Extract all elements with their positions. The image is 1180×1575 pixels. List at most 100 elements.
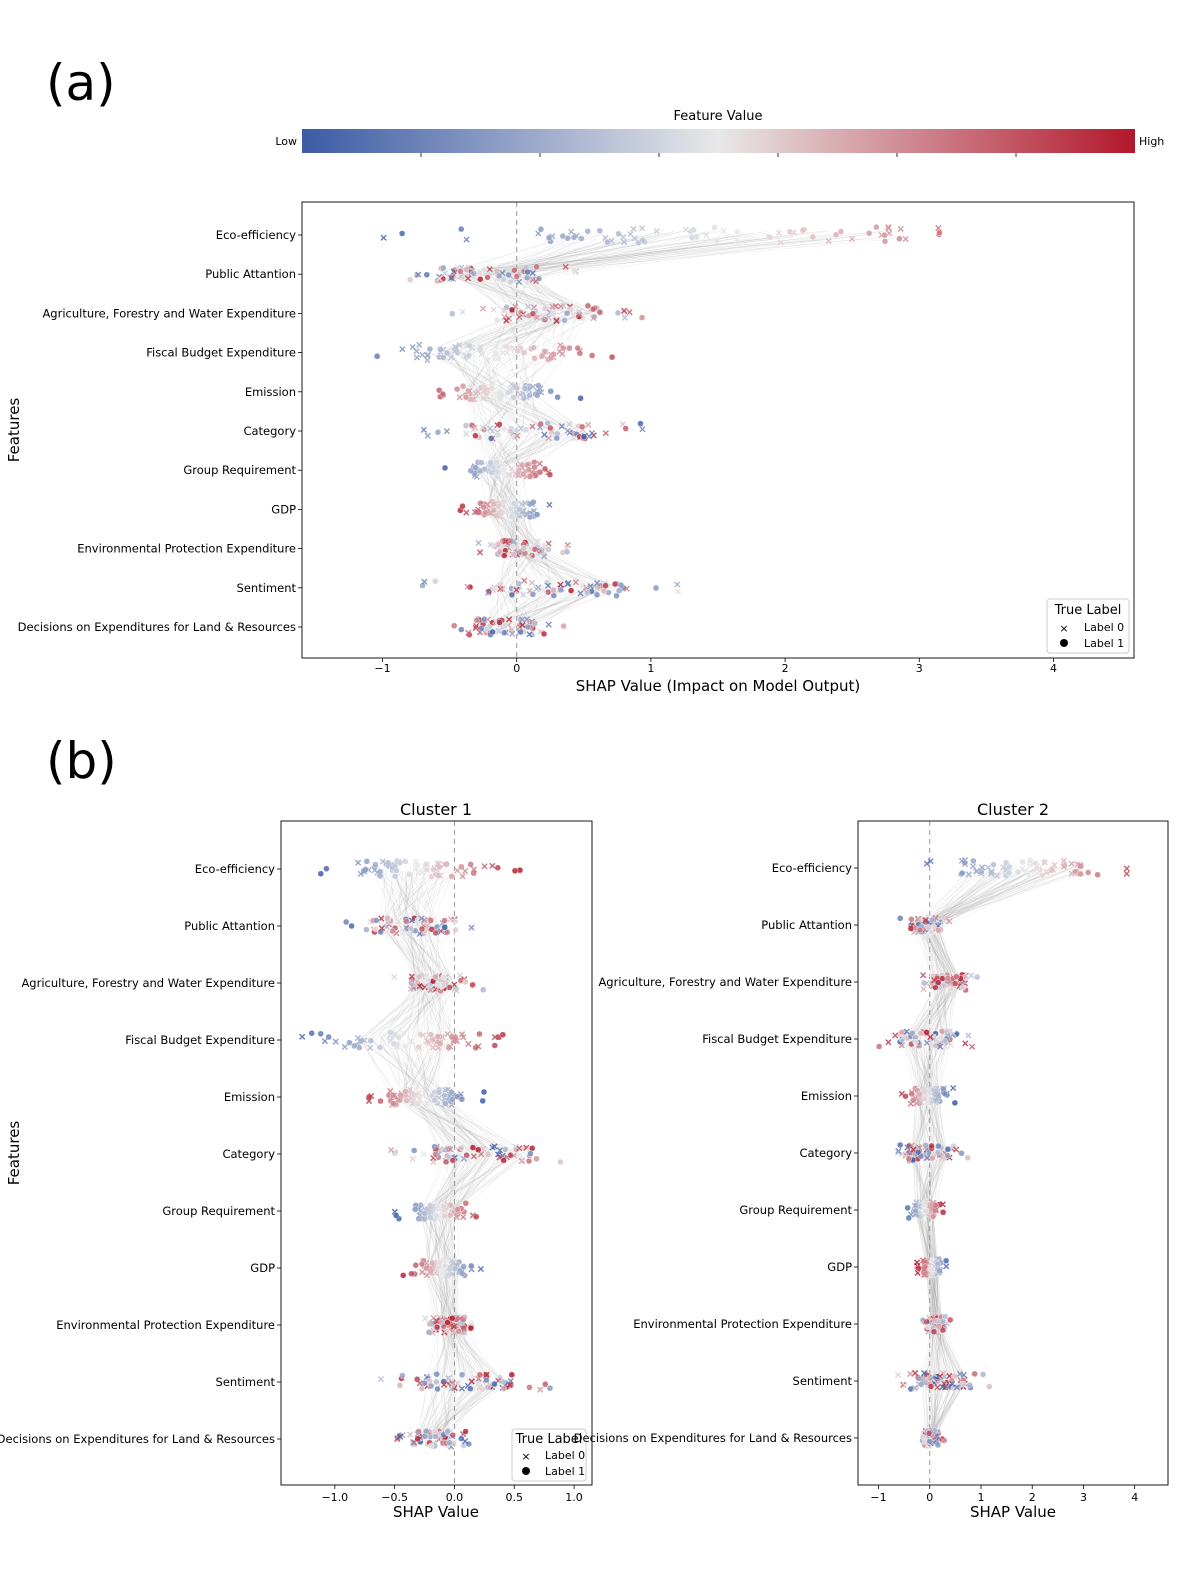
shap-point-label-0 [491,468,499,475]
shap-point-label-1 [402,1042,409,1050]
shap-point-label-1 [491,1042,498,1049]
trajectory-line [453,238,893,623]
trajectory-line [925,870,1023,1437]
shap-point-label-0 [1030,860,1037,867]
shap-point-label-1 [441,1212,448,1220]
shap-point-label-0 [528,579,536,586]
shap-point-label-0 [514,432,521,439]
shap-point-label-0 [530,507,538,515]
shap-point-label-0 [447,915,455,923]
shap-point-label-0 [519,312,527,319]
colorbar-title: Feature Value [674,109,763,124]
shap-point-label-1 [494,864,501,871]
shap-point-label-0 [921,1370,928,1377]
shap-point-label-0 [682,226,690,233]
shap-point-label-1 [421,1379,428,1387]
shap-point-label-1 [931,1317,939,1325]
colorbar-gradient [302,129,1135,153]
feature-label: Agriculture, Forestry and Water Expendit… [42,306,296,320]
trajectory-line [371,870,495,1439]
shap-point-label-0 [409,344,416,351]
shap-point-label-1 [986,1383,993,1390]
shap-point-label-1 [432,578,439,585]
shap-point-label-0 [415,271,422,278]
shap-point-label-1 [415,1215,422,1223]
shap-point-label-1 [478,459,485,466]
shap-point-label-0 [436,275,443,282]
legend-label-1: Label 1 [545,1465,585,1478]
shap-point-label-1 [411,1147,418,1154]
shap-point-label-0 [541,431,548,438]
feature-label: Sentiment [237,581,297,595]
trajectory-line [413,871,483,1440]
shap-point-label-1 [545,234,553,242]
shap-point-label-0 [515,1152,522,1159]
shap-point-label-1 [531,355,538,362]
x-tick-label: 1 [647,662,654,675]
shap-point-label-0 [458,1031,466,1038]
feature-label: Group Requirement [162,1204,275,1218]
shap-point-label-0 [988,870,995,878]
shap-point-label-0 [511,345,518,352]
shap-point-label-0 [478,351,485,358]
shap-point-label-0 [497,513,504,520]
shap-point-label-1 [566,344,573,352]
shap-point-label-1 [372,925,380,933]
shap-point-label-0 [908,1089,915,1096]
shap-point-label-1 [433,1378,440,1386]
shap-point-label-0 [419,351,426,358]
trajectory-line [478,231,828,632]
shap-point-label-1 [935,1142,942,1150]
shap-point-label-1 [389,927,396,935]
shap-point-label-0 [585,421,592,428]
shap-point-label-0 [906,1148,913,1156]
feature-label: Sentiment [216,1375,276,1389]
shap-point-label-1 [448,873,455,880]
shap-point-label-0 [521,577,528,584]
shap-point-label-0 [1060,863,1067,870]
feature-label: Environmental Protection Expenditure [56,1318,275,1332]
trajectory-line [389,865,502,1437]
shap-point-label-1 [639,236,646,244]
trajectory-line [479,230,637,632]
trajectory-line [469,234,589,631]
shap-point-label-0 [354,859,362,866]
shap-point-label-0 [1041,859,1048,866]
shap-point-label-1 [501,629,508,636]
shap-point-label-0 [947,1033,954,1040]
shap-point-label-1 [473,1213,480,1221]
shap-point-label-1 [442,1100,449,1107]
trajectory-line [392,868,470,1436]
shap-point-label-0 [409,1100,416,1107]
shap-point-label-1 [458,1371,466,1379]
trajectory-line [378,873,492,1445]
feature-label: Agriculture, Forestry and Water Expendit… [21,976,275,990]
shap-point-label-1 [510,551,517,558]
shap-point-label-1 [477,276,484,283]
shap-point-label-0 [517,425,525,432]
shap-point-label-0 [539,313,546,320]
shap-point-label-0 [422,1315,429,1322]
shap-point-label-0 [536,424,544,431]
shap-point-label-1 [418,1260,426,1268]
shap-point-label-0 [423,1272,430,1279]
shap-point-label-0 [1123,870,1130,877]
feature-points-5 [420,420,646,442]
colorbar: Feature Value Low High [275,109,1164,153]
cluster-2-title: Cluster 2 [977,800,1049,819]
shap-point-label-1 [429,1259,436,1267]
shap-point-label-0 [956,1370,964,1378]
shap-point-label-0 [407,985,414,993]
shap-point-label-1 [416,973,423,980]
shap-point-label-1 [936,229,943,236]
shap-point-label-0 [458,1385,466,1392]
shap-point-label-1 [897,1141,904,1149]
shap-point-label-1 [638,314,646,321]
feature-points-10 [394,1427,472,1450]
shap-point-label-1 [377,1097,384,1105]
trajectory-line [468,230,587,623]
shap-point-label-1 [459,503,466,510]
shap-point-label-1 [951,1099,959,1107]
shap-point-label-0 [570,311,577,318]
shap-point-label-1 [496,619,503,626]
